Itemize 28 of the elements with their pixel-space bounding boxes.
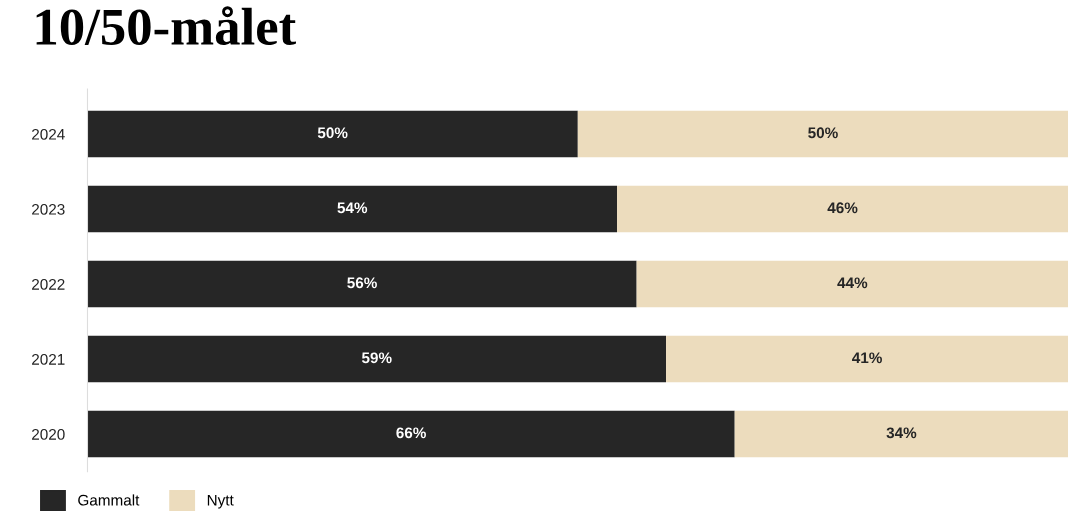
data-label: 44% <box>837 277 868 289</box>
bar <box>617 185 1069 233</box>
legend-label: Nytt <box>207 494 234 509</box>
data-label: 46% <box>827 202 858 214</box>
data-label: 59% <box>361 352 392 364</box>
data-label: 54% <box>337 202 368 214</box>
bar <box>734 410 1069 458</box>
y-tick-label: 2022 <box>32 278 65 290</box>
data-label: 56% <box>347 277 377 289</box>
data-label: 50% <box>317 127 348 139</box>
bar <box>87 110 578 158</box>
y-tick-label: 2024 <box>32 128 65 140</box>
chart-title: 10/50-målet <box>36 6 296 45</box>
y-tick-label: 2020 <box>32 428 65 440</box>
bar <box>636 260 1069 308</box>
data-label: 50% <box>808 127 838 139</box>
bar <box>577 110 1069 158</box>
bar <box>87 260 637 308</box>
y-tick-label: 2023 <box>32 203 65 215</box>
data-label: 41% <box>852 352 882 364</box>
bar <box>666 335 1069 383</box>
bar <box>87 185 618 233</box>
legend-label: Gammalt <box>78 494 140 506</box>
bar <box>87 410 735 458</box>
data-label: 34% <box>886 427 917 439</box>
y-tick-label: 2021 <box>32 353 65 365</box>
bar <box>87 335 667 383</box>
data-label: 66% <box>396 427 426 439</box>
